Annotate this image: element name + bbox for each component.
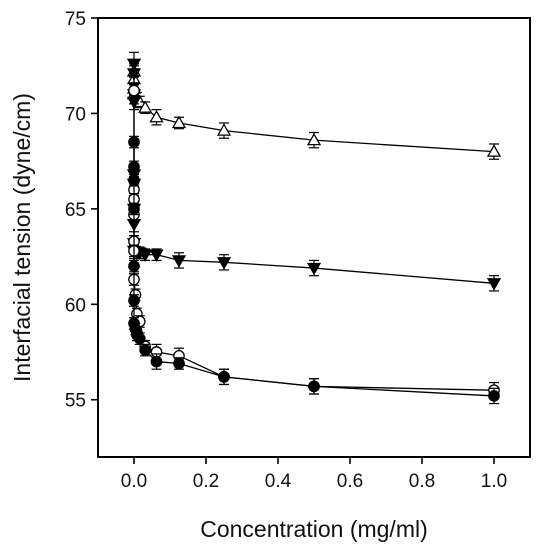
data-point xyxy=(139,344,152,356)
series-1 xyxy=(126,51,502,292)
series-0 xyxy=(126,64,502,160)
y-tick-label: 75 xyxy=(65,9,86,30)
x-tick-label: 0.6 xyxy=(337,471,363,492)
plot-frame xyxy=(97,17,531,458)
series-2 xyxy=(128,84,500,399)
plot-area xyxy=(126,51,502,405)
data-point xyxy=(128,174,140,187)
data-point xyxy=(128,260,140,272)
data-point xyxy=(149,109,164,123)
y-axis-title: Interfacial tension (dyne/cm) xyxy=(9,93,35,382)
series-3 xyxy=(128,135,500,405)
x-tick-label: 0.4 xyxy=(265,471,292,492)
y-tick-label: 70 xyxy=(65,104,86,125)
x-tick-label: 0.8 xyxy=(409,471,435,492)
axes: 0.0 0.2 0.4 0.6 0.8 1.0 55 60 65 70 75 xyxy=(65,9,531,492)
y-tick-label: 60 xyxy=(65,295,86,316)
data-point xyxy=(218,370,230,383)
data-point xyxy=(171,115,187,129)
data-point xyxy=(173,357,185,370)
data-point xyxy=(138,100,153,113)
data-point xyxy=(150,355,163,368)
data-point xyxy=(128,294,140,307)
x-axis-title: Concentration (mg/ml) xyxy=(200,516,428,542)
data-point xyxy=(133,332,146,345)
data-point xyxy=(149,249,164,262)
series-line xyxy=(133,63,495,284)
y-tick-label: 55 xyxy=(65,391,86,412)
data-point xyxy=(128,203,140,215)
data-point xyxy=(126,68,142,81)
data-point xyxy=(306,132,322,146)
data-point xyxy=(128,136,140,148)
data-point xyxy=(128,161,140,173)
x-tick-label: 1.0 xyxy=(481,471,507,492)
y-tick-label: 65 xyxy=(65,200,86,221)
data-point xyxy=(488,390,500,402)
data-point xyxy=(216,123,232,136)
data-point xyxy=(171,255,187,268)
data-point xyxy=(486,278,502,291)
data-point xyxy=(308,380,320,393)
data-point xyxy=(306,262,322,276)
data-point xyxy=(138,249,153,262)
data-point xyxy=(128,84,140,97)
x-tick-label: 0.2 xyxy=(193,471,219,492)
x-tick-label: 0.0 xyxy=(121,471,147,492)
data-point xyxy=(486,144,502,157)
data-point xyxy=(216,257,232,270)
